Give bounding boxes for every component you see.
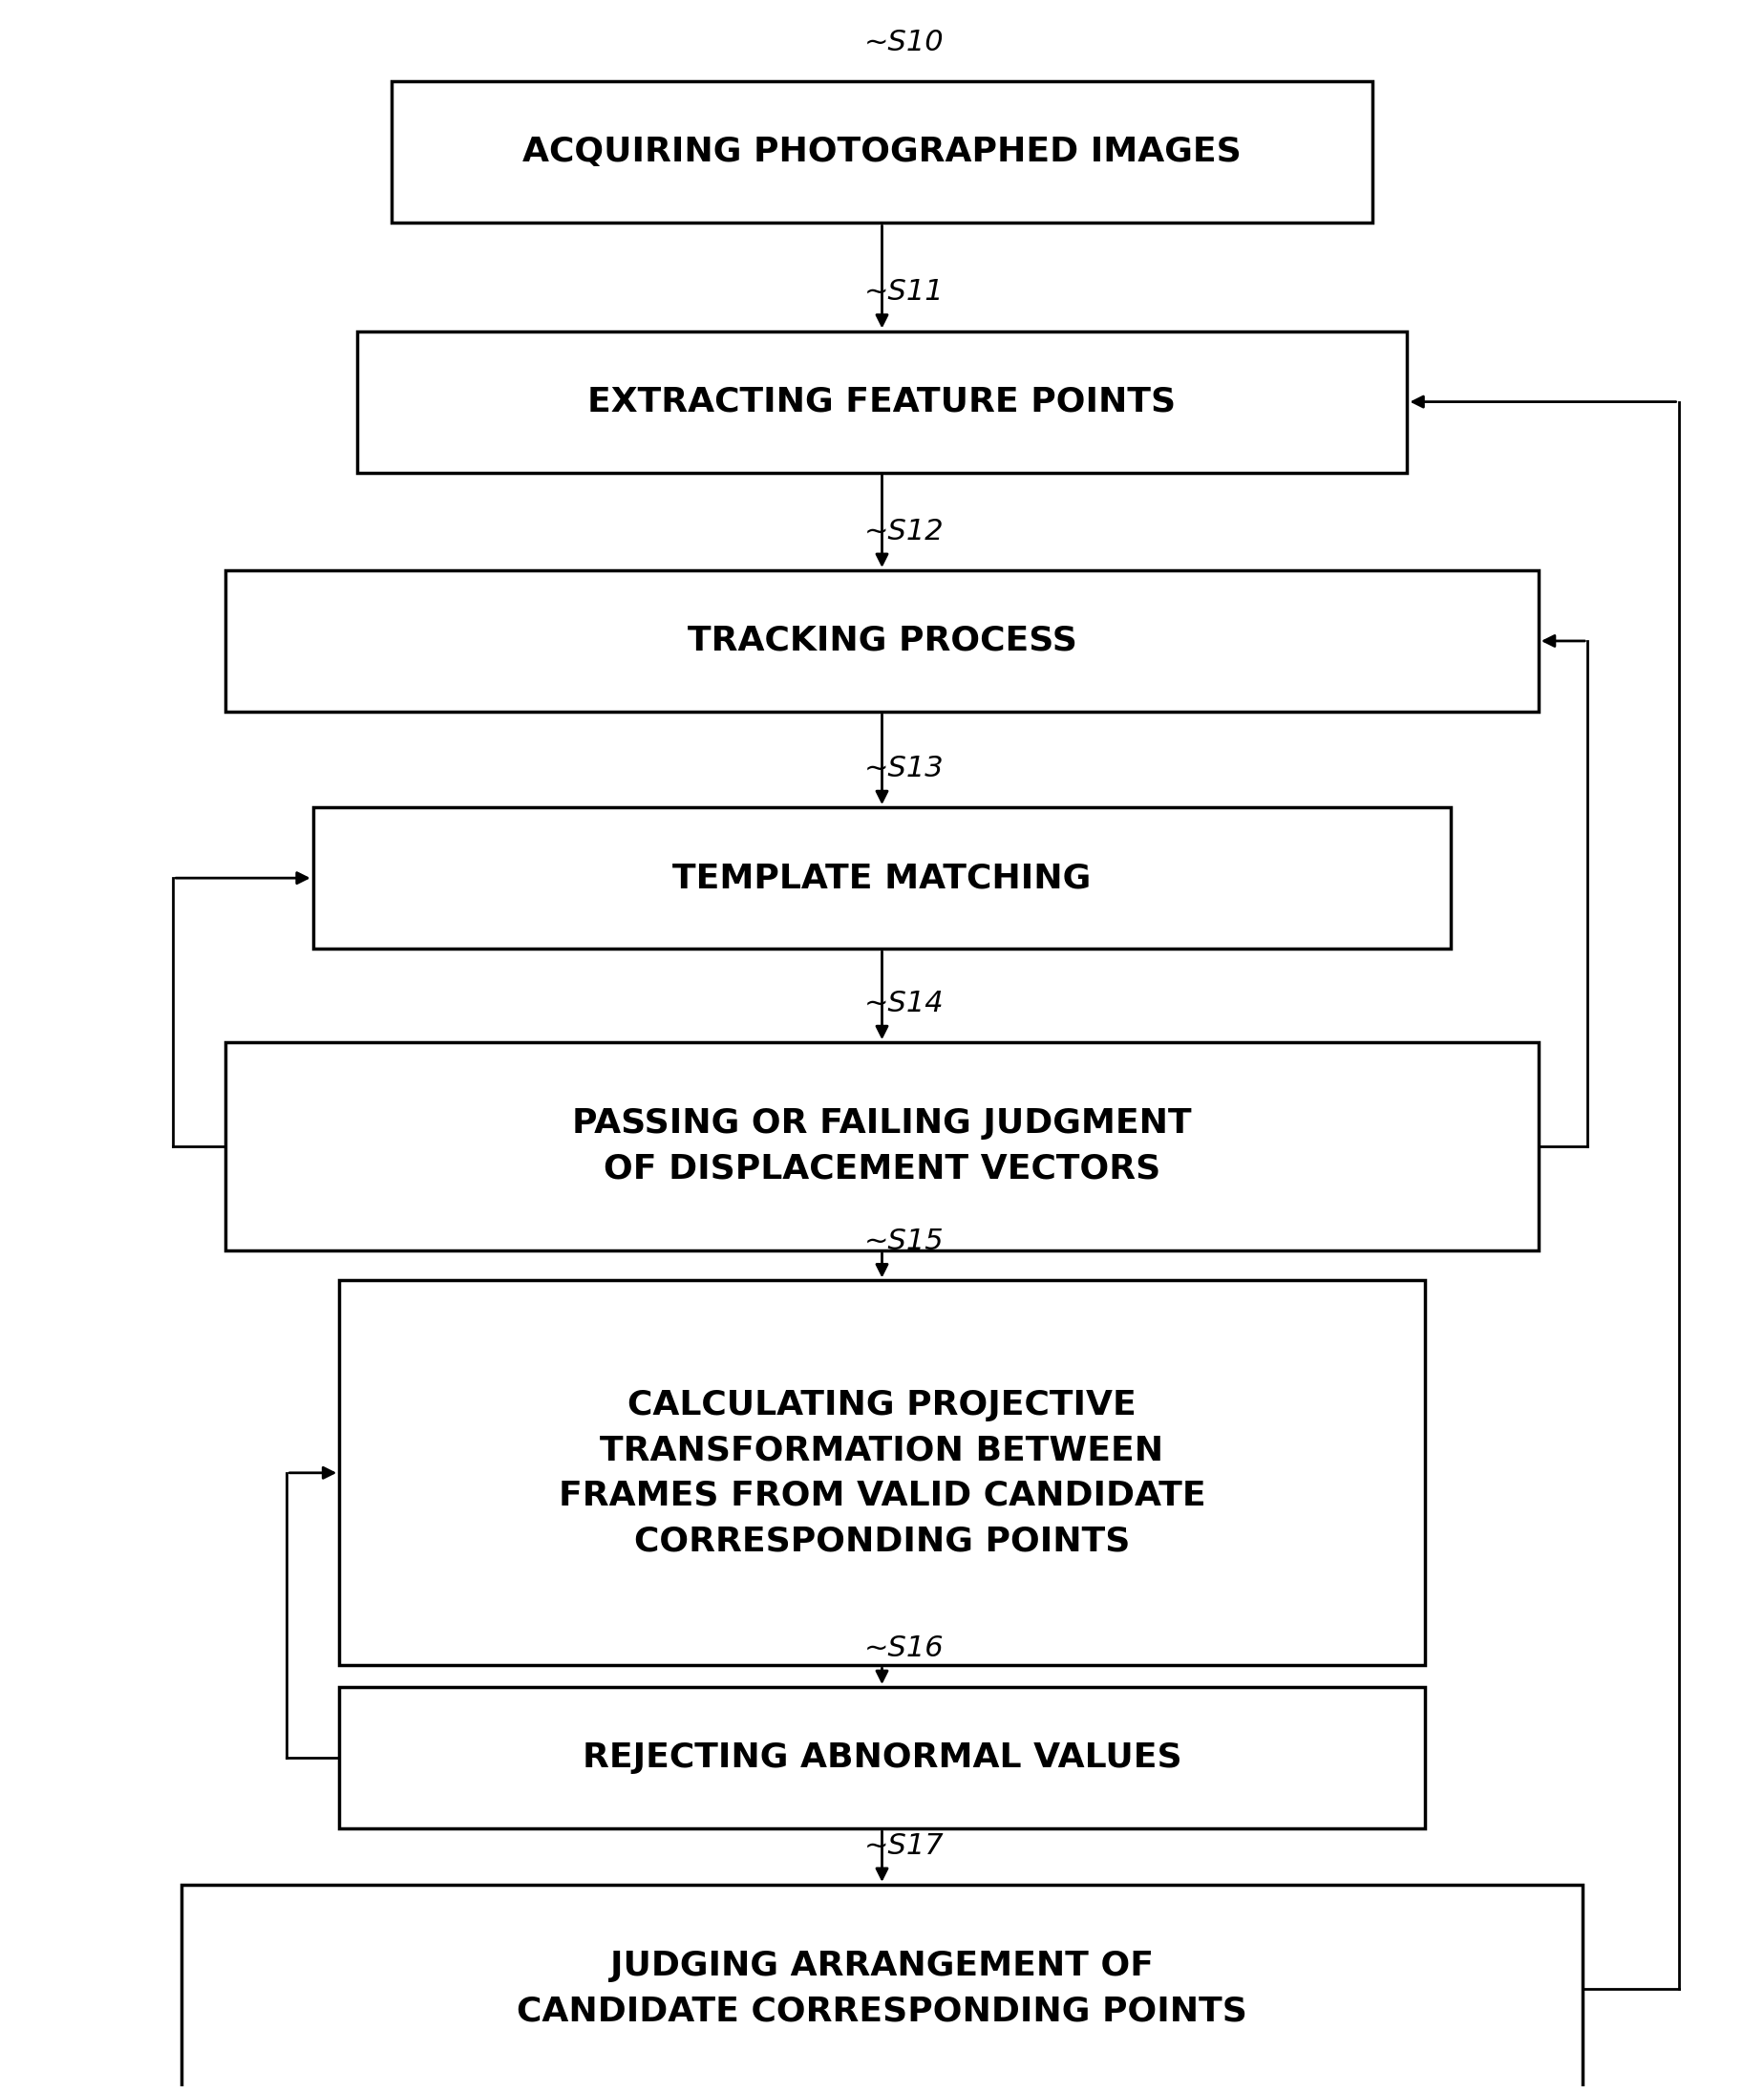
Bar: [392, 82, 1372, 224]
Text: EXTRACTING FEATURE POINTS: EXTRACTING FEATURE POINTS: [587, 385, 1177, 419]
Bar: [312, 808, 1452, 948]
Text: PASSING OR FAILING JUDGMENT
OF DISPLACEMENT VECTORS: PASSING OR FAILING JUDGMENT OF DISPLACEM…: [572, 1107, 1192, 1185]
Bar: [226, 569, 1538, 712]
Text: TRACKING PROCESS: TRACKING PROCESS: [688, 624, 1076, 657]
Text: ~S17: ~S17: [864, 1831, 944, 1861]
Text: ~S12: ~S12: [864, 517, 944, 546]
Text: TEMPLATE MATCHING: TEMPLATE MATCHING: [672, 862, 1092, 894]
Text: REJECTING ABNORMAL VALUES: REJECTING ABNORMAL VALUES: [582, 1741, 1182, 1775]
Text: JUDGING ARRANGEMENT OF
CANDIDATE CORRESPONDING POINTS: JUDGING ARRANGEMENT OF CANDIDATE CORRESP…: [517, 1951, 1247, 2028]
Text: ACQUIRING PHOTOGRAPHED IMAGES: ACQUIRING PHOTOGRAPHED IMAGES: [522, 136, 1242, 167]
Text: ~S11: ~S11: [864, 278, 944, 306]
Text: ~S10: ~S10: [864, 29, 944, 57]
Bar: [339, 1687, 1425, 1829]
Text: ~S14: ~S14: [864, 990, 944, 1017]
Bar: [339, 1281, 1425, 1666]
Text: ~S16: ~S16: [864, 1635, 944, 1662]
Text: ~S15: ~S15: [864, 1229, 944, 1256]
Text: ~S13: ~S13: [864, 756, 944, 783]
Bar: [356, 331, 1408, 473]
Bar: [182, 1884, 1582, 2093]
Bar: [226, 1042, 1538, 1250]
Text: CALCULATING PROJECTIVE
TRANSFORMATION BETWEEN
FRAMES FROM VALID CANDIDATE
CORRES: CALCULATING PROJECTIVE TRANSFORMATION BE…: [559, 1388, 1205, 1557]
